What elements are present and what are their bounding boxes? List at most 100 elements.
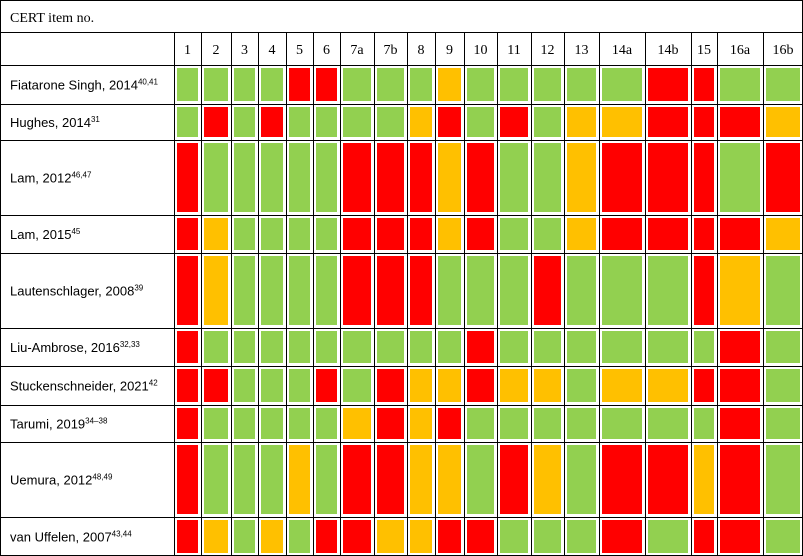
column-header: 8 [418, 43, 425, 58]
row-label: Fiatarone Singh, 201440,41 [10, 78, 159, 93]
rating-cell [567, 520, 596, 553]
rating-cell [648, 520, 688, 553]
rating-cell [234, 445, 255, 514]
rating-cell [567, 408, 596, 439]
rating-cell [177, 218, 198, 250]
reference-superscript: 46,47 [71, 171, 92, 180]
rating-cell [602, 256, 642, 325]
rating-cell [720, 520, 760, 553]
rating-cell [410, 107, 432, 137]
rating-cell [766, 256, 800, 325]
rating-cell [289, 331, 310, 363]
rating-cell [343, 369, 371, 402]
rating-cell [534, 520, 561, 553]
rating-cell [534, 256, 561, 325]
rating-cell [204, 143, 228, 212]
rating-cell [377, 143, 404, 212]
column-header: 15 [697, 43, 711, 58]
rating-cell [602, 143, 642, 212]
rating-cell [500, 218, 528, 250]
rating-cell [500, 369, 528, 402]
rating-cell [438, 408, 461, 439]
reference-superscript: 45 [71, 227, 80, 236]
rating-cell [438, 218, 461, 250]
column-header: 16b [773, 43, 794, 58]
rating-cell [694, 218, 714, 250]
rating-cell [234, 520, 255, 553]
rating-cell [234, 408, 255, 439]
rating-cell [410, 520, 432, 553]
rating-cell [602, 408, 642, 439]
rating-cell [467, 68, 494, 101]
rating-cell [694, 369, 714, 402]
reference-superscript: 39 [134, 284, 143, 293]
rating-cell [410, 331, 432, 363]
rating-cell [467, 143, 494, 212]
rating-cell [648, 331, 688, 363]
rating-cell [343, 408, 371, 439]
column-header: 4 [269, 43, 276, 58]
rating-cell [648, 256, 688, 325]
rating-cell [500, 408, 528, 439]
rating-cell [261, 369, 283, 402]
rating-cell [467, 331, 494, 363]
rating-cell [177, 408, 198, 439]
column-header: 1 [184, 43, 191, 58]
row-label: van Uffelen, 200743,44 [10, 530, 132, 545]
rating-cell [410, 445, 432, 514]
rating-cell [567, 68, 596, 101]
table-title: CERT item no. [10, 11, 94, 26]
rating-cell [204, 218, 228, 250]
rating-cell [316, 143, 337, 212]
rating-cell [567, 369, 596, 402]
rating-cell [343, 520, 371, 553]
column-header: 6 [323, 43, 330, 58]
rating-cell [567, 218, 596, 250]
rating-cell [343, 143, 371, 212]
rating-cell [567, 331, 596, 363]
row-label: Hughes, 201431 [10, 115, 100, 130]
rating-cell [234, 143, 255, 212]
rating-cell [316, 445, 337, 514]
rating-cell [316, 369, 337, 402]
rating-cell [316, 107, 337, 137]
rating-cell [289, 408, 310, 439]
rating-cell [648, 408, 688, 439]
reference-superscript: 42 [149, 379, 158, 388]
rating-cell [602, 369, 642, 402]
column-header: 10 [474, 43, 488, 58]
rating-cell [766, 331, 800, 363]
rating-cell [720, 143, 760, 212]
rating-cell [534, 369, 561, 402]
rating-cell [177, 445, 198, 514]
rating-cell [720, 445, 760, 514]
rating-cell [289, 218, 310, 250]
column-header: 7b [384, 43, 398, 58]
rating-cell [602, 445, 642, 514]
rating-cell [204, 256, 228, 325]
rating-cell [377, 520, 404, 553]
column-header: 7a [350, 43, 364, 58]
rating-cell [648, 218, 688, 250]
rating-cell [534, 68, 561, 101]
row-label: Tarumi, 201934–38 [10, 417, 108, 432]
rating-cell [648, 107, 688, 137]
rating-cell [766, 68, 800, 101]
rating-cell [316, 218, 337, 250]
rating-cell [410, 408, 432, 439]
rating-cell [204, 369, 228, 402]
rating-cell [694, 520, 714, 553]
rating-cell [602, 68, 642, 101]
column-header: 14b [658, 43, 679, 58]
rating-cell [602, 331, 642, 363]
rating-cell [438, 256, 461, 325]
rating-cell [648, 445, 688, 514]
rating-cell [500, 331, 528, 363]
rating-cell [316, 331, 337, 363]
rating-cell [500, 256, 528, 325]
rating-cell [204, 520, 228, 553]
rating-cell [316, 520, 337, 553]
rating-cell [343, 68, 371, 101]
rating-cell [567, 143, 596, 212]
